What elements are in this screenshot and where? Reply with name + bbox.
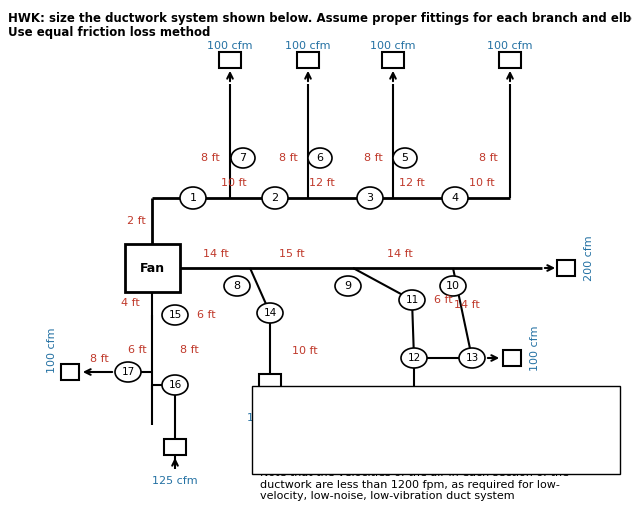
- Ellipse shape: [442, 187, 468, 209]
- Ellipse shape: [162, 375, 188, 395]
- Text: 6 ft: 6 ft: [197, 310, 216, 320]
- Text: 6: 6: [317, 153, 324, 163]
- Text: 2: 2: [271, 193, 279, 203]
- Ellipse shape: [335, 276, 361, 296]
- Ellipse shape: [231, 148, 255, 168]
- Text: 5: 5: [401, 153, 408, 163]
- Text: 8 ft: 8 ft: [479, 153, 498, 163]
- Text: 10: 10: [446, 281, 460, 291]
- Ellipse shape: [459, 348, 485, 368]
- Bar: [252, 386, 620, 474]
- Text: 17: 17: [121, 367, 135, 377]
- Bar: [297, 52, 319, 68]
- Text: 14 ft: 14 ft: [454, 300, 480, 310]
- Text: 14 ft: 14 ft: [203, 249, 229, 259]
- Text: 3: 3: [367, 193, 374, 203]
- Ellipse shape: [162, 305, 188, 325]
- Text: 1: 1: [190, 193, 197, 203]
- Bar: [61, 364, 79, 380]
- Text: 2 ft: 2 ft: [126, 216, 145, 226]
- Bar: [259, 374, 281, 390]
- Bar: [164, 439, 186, 455]
- Bar: [125, 244, 179, 292]
- Text: 7: 7: [240, 153, 246, 163]
- Text: 8: 8: [233, 281, 241, 291]
- Text: 8 ft: 8 ft: [90, 354, 108, 364]
- Text: Use equal friction loss method: Use equal friction loss method: [8, 26, 210, 39]
- Text: 4 ft: 4 ft: [121, 298, 140, 308]
- Text: 12 ft: 12 ft: [309, 178, 335, 188]
- Ellipse shape: [357, 187, 383, 209]
- Text: 10 ft: 10 ft: [221, 178, 247, 188]
- Text: 125 cfm: 125 cfm: [152, 476, 198, 486]
- Bar: [382, 52, 404, 68]
- Text: 8 ft: 8 ft: [364, 153, 383, 163]
- Text: HWK: size the ductwork system shown below. Assume proper fittings for each branc: HWK: size the ductwork system shown belo…: [8, 12, 632, 25]
- Text: 9: 9: [344, 281, 351, 291]
- Text: 13: 13: [465, 353, 478, 363]
- Text: 100 cfm: 100 cfm: [530, 325, 540, 371]
- Text: 12 ft: 12 ft: [399, 178, 425, 188]
- Text: Note that the velocities of the air in each section of the
ductwork are less tha: Note that the velocities of the air in e…: [260, 468, 569, 501]
- Text: 10 ft: 10 ft: [469, 178, 495, 188]
- Ellipse shape: [399, 290, 425, 310]
- Text: 125 cfm: 125 cfm: [247, 413, 293, 423]
- Text: 14 ft: 14 ft: [387, 249, 413, 259]
- Text: Fan: Fan: [140, 262, 164, 275]
- Text: 12: 12: [408, 353, 421, 363]
- Text: 16: 16: [168, 380, 181, 390]
- Text: 100 cfm: 100 cfm: [370, 41, 416, 51]
- Text: 100 cfm: 100 cfm: [207, 41, 253, 51]
- Ellipse shape: [401, 348, 427, 368]
- Text: 75 cfm: 75 cfm: [395, 452, 434, 462]
- Text: 15 ft: 15 ft: [279, 249, 305, 259]
- Text: 100 cfm: 100 cfm: [47, 327, 57, 373]
- Ellipse shape: [224, 276, 250, 296]
- Text: 8 ft: 8 ft: [420, 390, 439, 400]
- Text: 8 ft: 8 ft: [201, 153, 220, 163]
- Ellipse shape: [115, 362, 141, 382]
- Text: 15: 15: [168, 310, 181, 320]
- Text: 14: 14: [264, 308, 277, 318]
- Ellipse shape: [257, 303, 283, 323]
- Ellipse shape: [262, 187, 288, 209]
- Bar: [219, 52, 241, 68]
- Ellipse shape: [393, 148, 417, 168]
- Text: 8 ft: 8 ft: [279, 153, 298, 163]
- Bar: [557, 260, 575, 276]
- Ellipse shape: [308, 148, 332, 168]
- Bar: [403, 416, 425, 432]
- Ellipse shape: [180, 187, 206, 209]
- Text: 10 ft: 10 ft: [292, 346, 318, 356]
- Text: 4: 4: [451, 193, 459, 203]
- Bar: [503, 350, 521, 366]
- Text: 11: 11: [405, 295, 418, 305]
- Text: 200 cfm: 200 cfm: [584, 235, 594, 281]
- Bar: [499, 52, 521, 68]
- Text: 100 cfm: 100 cfm: [285, 41, 331, 51]
- Text: 6 ft: 6 ft: [434, 295, 453, 305]
- Text: 100 cfm: 100 cfm: [487, 41, 533, 51]
- Text: 6 ft: 6 ft: [128, 345, 147, 355]
- Ellipse shape: [440, 276, 466, 296]
- Text: 8 ft: 8 ft: [180, 345, 198, 355]
